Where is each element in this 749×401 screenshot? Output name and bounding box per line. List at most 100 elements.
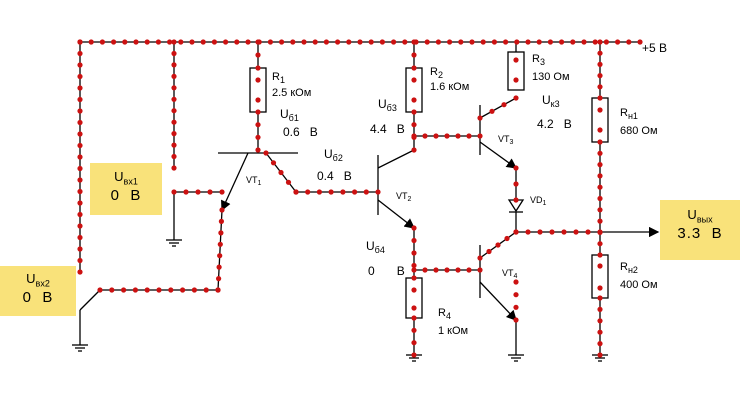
resistor-dot xyxy=(255,77,261,83)
input1-value: 0 В xyxy=(110,186,142,204)
input1-panel: Uвх1 0 В xyxy=(90,163,162,215)
wire-dot xyxy=(171,62,177,68)
uk3-name: Uк3 xyxy=(542,93,560,109)
wire-dot xyxy=(491,39,497,45)
wire-dot xyxy=(504,235,510,242)
supply-label: +5 В xyxy=(642,41,667,55)
wire-dot xyxy=(328,189,334,195)
resistor-dot xyxy=(513,57,519,63)
wire-dot xyxy=(171,142,177,148)
wire-dot xyxy=(270,160,277,166)
wire-dot xyxy=(597,73,603,79)
wire-dot xyxy=(171,85,177,91)
wire-dot xyxy=(549,229,555,235)
wire-dot xyxy=(581,39,587,45)
junction-dots xyxy=(77,39,643,358)
wire-dot xyxy=(559,39,565,45)
wire-dot xyxy=(207,189,213,195)
wire-dot xyxy=(223,39,229,45)
wire-dot xyxy=(411,39,417,45)
wire-dot xyxy=(263,150,269,156)
wire-dot xyxy=(255,52,261,58)
wire-dot xyxy=(455,133,461,139)
wire-dot xyxy=(178,39,184,45)
wire-dot xyxy=(597,173,603,179)
wire-dot xyxy=(411,262,417,269)
wire-dot xyxy=(171,189,177,195)
wire-dot xyxy=(255,109,261,115)
ub3-name: Uб3 xyxy=(378,97,397,113)
wire-dot xyxy=(477,255,483,261)
output-panel: Uвых 3.3 В xyxy=(660,200,740,260)
wire-dot xyxy=(218,218,224,224)
wire-dot xyxy=(215,287,221,293)
ub2-value: 0.4 В xyxy=(317,169,352,183)
wire-dot xyxy=(477,267,483,273)
r1-value: 2.5 кОм xyxy=(272,87,311,99)
wire-dot xyxy=(597,150,603,156)
wire-dot xyxy=(435,39,441,45)
wire-dot xyxy=(312,39,318,45)
wire-dot xyxy=(514,39,520,45)
wire-dot xyxy=(391,39,397,45)
resistor-dot xyxy=(513,77,519,83)
wire-dot xyxy=(77,200,83,206)
wire-dot xyxy=(171,131,177,137)
wire-dot xyxy=(156,287,162,293)
wire-dot xyxy=(477,115,483,121)
input1-label: Uвх1 xyxy=(114,169,138,187)
wire-dot xyxy=(597,84,603,90)
wire-dot xyxy=(191,287,197,293)
wire-dot xyxy=(411,122,417,128)
wire-dot xyxy=(219,189,225,195)
wire-dot xyxy=(211,39,217,45)
wire-dot xyxy=(144,39,150,45)
wire-dot xyxy=(513,165,519,171)
wire-dot xyxy=(357,39,363,45)
wire-dot xyxy=(597,207,603,213)
wire-dot xyxy=(183,189,189,195)
wire-dot xyxy=(489,108,495,114)
wire-dot xyxy=(340,189,346,195)
wire-dot xyxy=(77,269,83,275)
wire-dot xyxy=(245,39,251,45)
vt3-label: VT3 xyxy=(498,134,514,146)
resistor-rn2 xyxy=(591,254,609,299)
wire-dot xyxy=(77,223,83,229)
wire-dot xyxy=(513,317,519,323)
wire-dot xyxy=(411,327,417,333)
wire-dot xyxy=(597,252,603,258)
wire-dot xyxy=(77,39,83,45)
wire-dot xyxy=(455,267,461,273)
wire-dot xyxy=(402,39,408,45)
vt4-label: VT4 xyxy=(502,268,518,280)
wire-dot xyxy=(597,95,603,101)
resistor-r4 xyxy=(405,277,423,319)
wire-dot xyxy=(597,50,603,56)
wire-dot xyxy=(97,287,103,293)
resistor-r2 xyxy=(405,67,423,113)
resistor-bodies xyxy=(249,51,609,319)
wire-dot xyxy=(99,39,105,45)
wire-dot xyxy=(88,39,94,45)
wire-dot xyxy=(171,96,177,102)
wire-dot xyxy=(411,315,417,321)
rn1-label: Rн1 xyxy=(620,107,638,121)
wire-dot xyxy=(513,197,519,203)
input2-panel: Uвх2 0 В xyxy=(0,266,76,316)
wire-dot xyxy=(422,133,428,139)
resistor-dot xyxy=(411,77,417,83)
vd1-label: VD1 xyxy=(530,195,547,207)
r4-label: R4 xyxy=(438,307,451,321)
wire-dot xyxy=(189,39,195,45)
wire-dot xyxy=(216,276,222,282)
wire-dot xyxy=(561,229,567,235)
wire-dot xyxy=(411,340,417,346)
wire-dot xyxy=(585,229,591,235)
wire-dot xyxy=(424,39,430,45)
wire-dot xyxy=(77,257,83,264)
wire-dot xyxy=(411,275,417,281)
wire-dot xyxy=(305,189,311,195)
wire-dot xyxy=(480,39,486,45)
